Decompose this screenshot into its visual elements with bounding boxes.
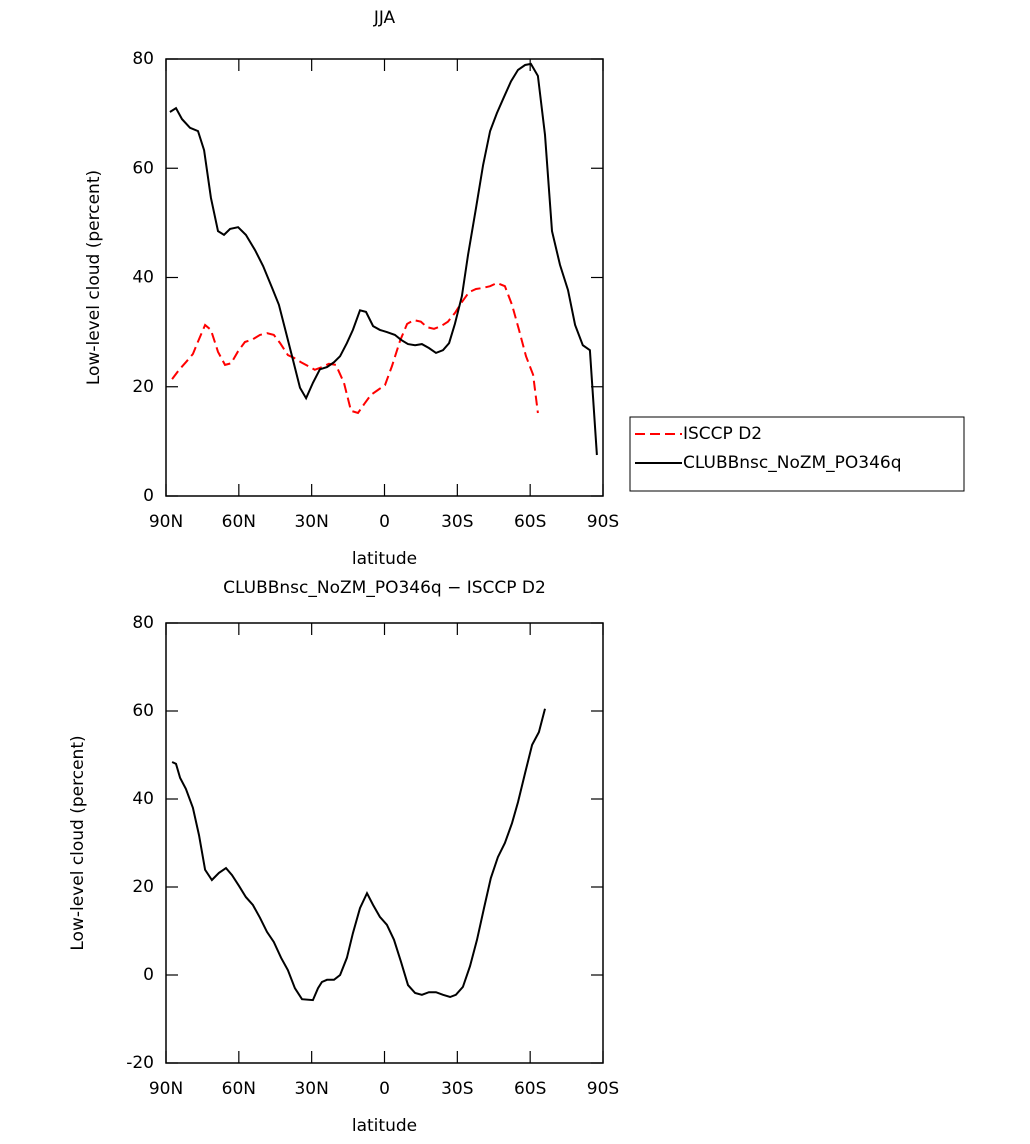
legend-label: ISCCP D2 bbox=[683, 424, 762, 444]
x-tick-label: 60N bbox=[222, 1079, 256, 1099]
y-tick-label: 0 bbox=[143, 486, 154, 506]
chart-title: CLUBBnsc_NoZM_PO346q − ISCCP D2 bbox=[223, 578, 546, 598]
y-axis-label: Low-level cloud (percent) bbox=[68, 735, 88, 950]
x-tick-label: 30N bbox=[294, 1079, 328, 1099]
x-tick-label: 30S bbox=[441, 512, 473, 532]
x-tick-label: 30S bbox=[441, 1079, 473, 1099]
y-axis-label: Low-level cloud (percent) bbox=[84, 170, 104, 385]
y-tick-label: 0 bbox=[143, 965, 154, 985]
x-tick-label: 0 bbox=[379, 1079, 390, 1099]
plot-frame bbox=[165, 622, 604, 1064]
chart: JJA 90N 60N 30N 0 30S 60S 90S 0 20 40 60 80 latitude L… bbox=[84, 8, 965, 569]
x-tick-label: 60S bbox=[514, 512, 546, 532]
x-axis-label: latitude bbox=[352, 1116, 417, 1136]
x-tick-label: 60S bbox=[514, 1079, 546, 1099]
x-tick-label: 30N bbox=[294, 512, 328, 532]
x-tick-label: 0 bbox=[379, 512, 390, 532]
legend-box bbox=[629, 416, 965, 492]
y-tick-label: 40 bbox=[132, 268, 154, 288]
x-tick-label: 90S bbox=[587, 1079, 619, 1099]
y-tick-label: 20 bbox=[132, 877, 154, 897]
plot-frame bbox=[165, 58, 604, 497]
y-tick-label: 20 bbox=[132, 377, 154, 397]
y-tick-label: 60 bbox=[132, 701, 154, 721]
x-tick-label: 90N bbox=[149, 1079, 183, 1099]
chart: CLUBBnsc_NoZM_PO346q − ISCCP D2 90N 60N 30N… bbox=[68, 578, 619, 1136]
y-tick-label: 80 bbox=[132, 49, 154, 69]
y-tick-label: 60 bbox=[132, 158, 154, 178]
x-tick-label: 90S bbox=[587, 512, 619, 532]
x-tick-label: 90N bbox=[149, 512, 183, 532]
data-line bbox=[171, 281, 539, 415]
chart-title: JJA bbox=[373, 8, 396, 28]
y-tick-label: -20 bbox=[126, 1053, 154, 1073]
data-line bbox=[169, 62, 598, 456]
y-tick-label: 80 bbox=[132, 613, 154, 633]
x-axis-label: latitude bbox=[352, 549, 417, 569]
x-tick-label: 60N bbox=[222, 512, 256, 532]
data-line bbox=[171, 708, 546, 1002]
y-tick-label: 40 bbox=[132, 789, 154, 809]
legend: ISCCP D2 CLUBBnsc_NoZM_PO346q bbox=[629, 416, 965, 492]
legend-label: CLUBBnsc_NoZM_PO346q bbox=[683, 453, 902, 473]
